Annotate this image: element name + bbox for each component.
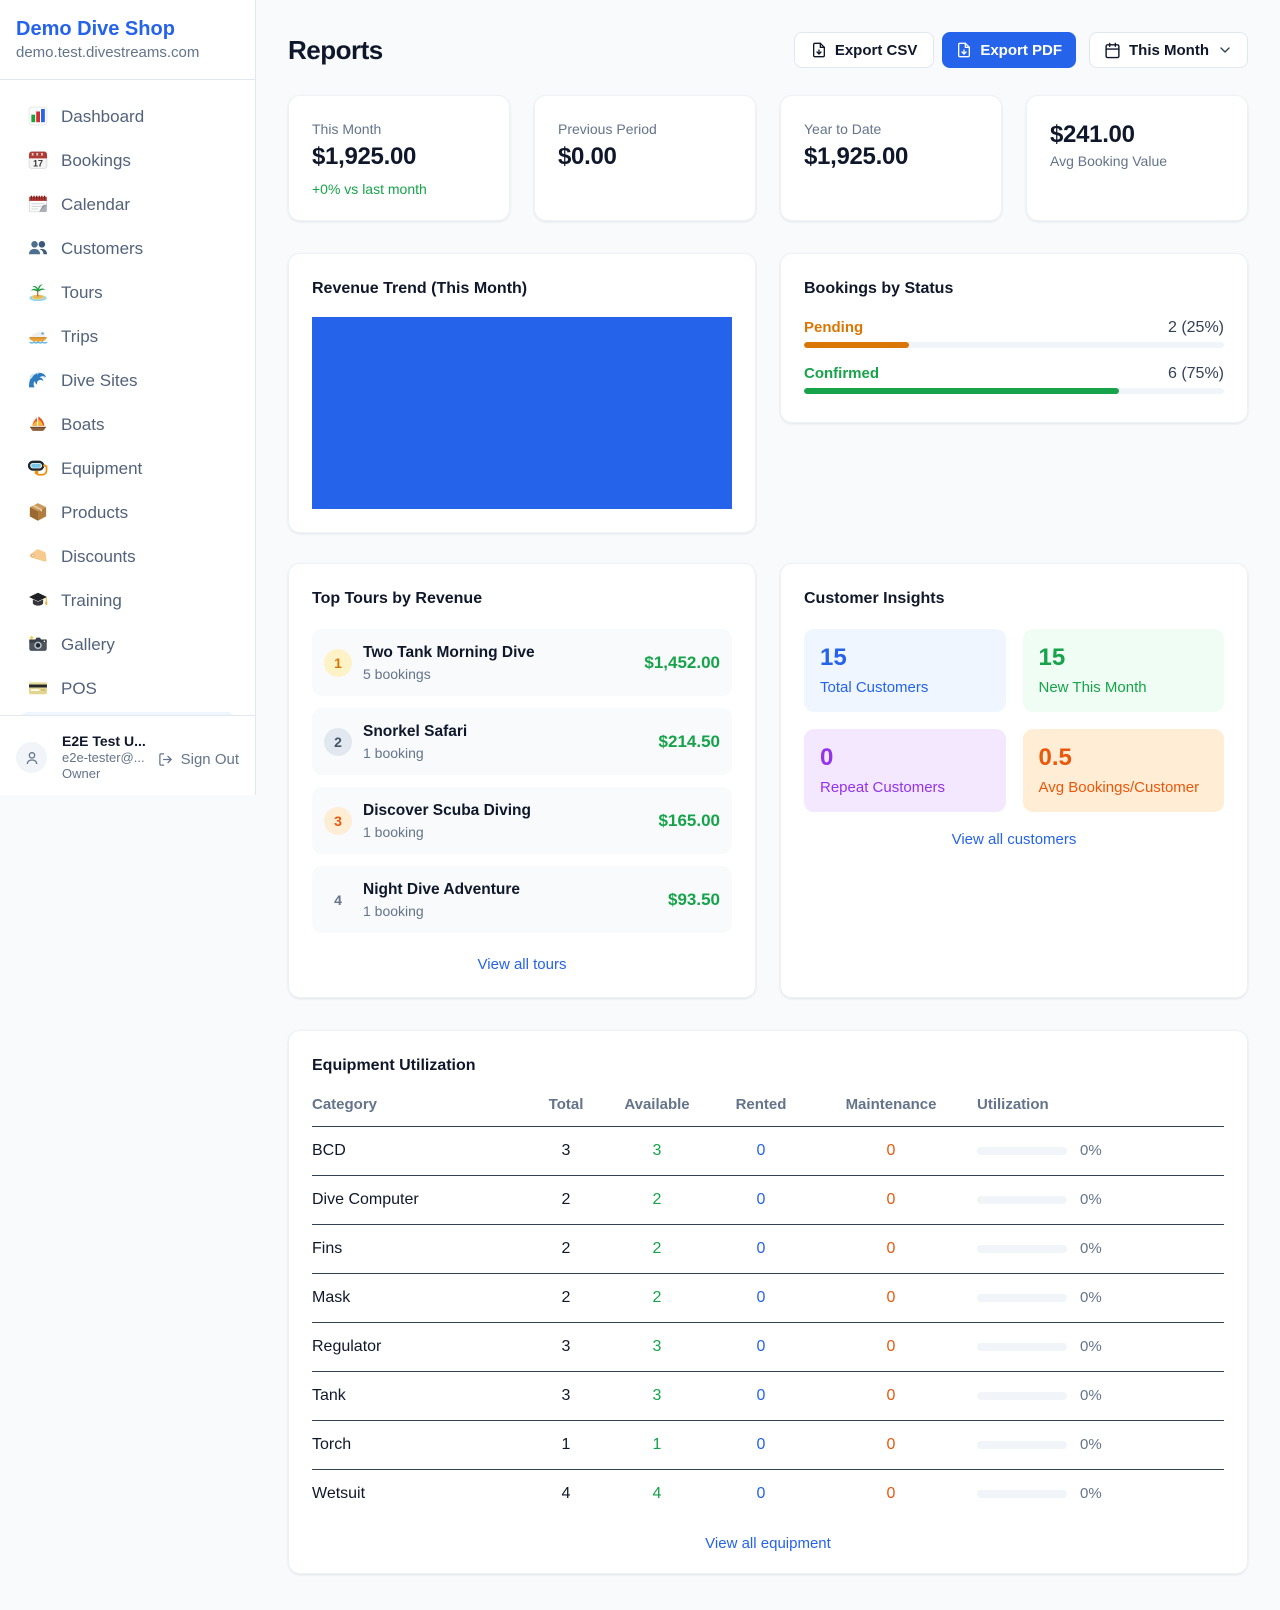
svg-text:17: 17	[33, 158, 43, 168]
